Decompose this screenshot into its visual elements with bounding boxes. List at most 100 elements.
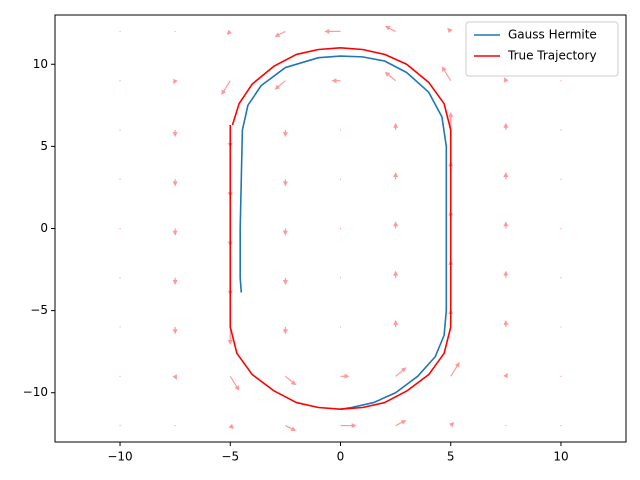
x-tick-label: 0 (337, 450, 345, 464)
quiver-arrow (560, 227, 562, 230)
quiver-head (448, 111, 454, 117)
quiver-head (449, 421, 455, 428)
quiver-dot (560, 326, 562, 328)
quiver-dot (560, 80, 562, 82)
quiver-dot (119, 178, 121, 180)
quiver-arrow (503, 172, 509, 180)
quiver-arrow (503, 270, 509, 278)
x-tick-label: 5 (447, 450, 455, 464)
quiver-head (393, 172, 399, 178)
quiver-arrow (173, 78, 178, 85)
quiver-shaft (229, 375, 239, 389)
quiver-dot (560, 424, 562, 427)
quiver-dot (560, 129, 562, 131)
quiver-head (503, 270, 509, 276)
quiver-arrow (282, 129, 288, 138)
quiver-dot (560, 178, 562, 180)
quiver-head (173, 78, 178, 85)
quiver-arrow (339, 277, 342, 279)
quiver-arrow (560, 178, 562, 180)
quiver-arrow (503, 319, 509, 328)
quiver-dot (119, 375, 121, 377)
legend-label: Gauss Hermite (508, 28, 597, 42)
quiver-arrow (119, 424, 121, 427)
quiver-arrow (560, 129, 562, 131)
quiver-arrow (503, 221, 509, 229)
quiver-dot (119, 326, 121, 328)
quiver-dot (339, 326, 342, 328)
quiver-arrow (384, 71, 396, 82)
y-tick-label: −5 (30, 303, 48, 317)
quiver-head (228, 423, 234, 430)
quiver-arrow (172, 228, 178, 236)
quiver-arrow (331, 78, 341, 84)
quiver-head (400, 420, 407, 425)
quiver-arrow (339, 178, 342, 180)
quiver-arrow (450, 361, 460, 377)
quiver-head (172, 181, 178, 187)
quiver-dot (560, 277, 562, 279)
quiver-arrow (503, 122, 509, 130)
y-tick-label: −10 (23, 385, 48, 399)
quiver-head (282, 132, 288, 138)
quiver-dot (339, 129, 342, 131)
quiver-arrow (339, 129, 342, 131)
quiver-arrow (505, 424, 507, 427)
quiver-head (282, 279, 288, 285)
x-tick-label: 10 (553, 450, 568, 464)
series-line (229, 47, 452, 410)
quiver-arrow (441, 66, 452, 82)
quiver-arrow (228, 423, 234, 430)
quiver-dot (119, 129, 121, 131)
quiver-arrow (221, 80, 231, 96)
quiver-head (172, 329, 178, 335)
quiver-dot (560, 227, 562, 230)
quiver-head (447, 27, 453, 34)
quiver-head (282, 329, 288, 335)
quiver-arrow (324, 28, 341, 34)
quiver-arrow (282, 327, 288, 335)
quiver-head (221, 89, 227, 96)
quiver-arrow (560, 326, 562, 328)
quiver-dot (505, 424, 507, 427)
quiver-arrow (285, 425, 297, 431)
quiver-dot (119, 80, 121, 82)
series-line (239, 55, 448, 410)
quiver-arrow (560, 424, 562, 427)
quiver-arrow (119, 30, 121, 33)
y-tick-label: 5 (40, 139, 48, 153)
quiver-head (172, 374, 177, 380)
quiver-arrow (119, 129, 121, 131)
quiver-arrow (172, 374, 177, 380)
quiver-arrow (560, 375, 562, 377)
quiver-dot (119, 277, 121, 279)
quiver-arrow (393, 221, 399, 229)
quiver-arrow (340, 373, 350, 379)
quiver-arrow (282, 179, 288, 187)
x-tick-label: −10 (107, 450, 132, 464)
y-tick-label: 10 (33, 57, 48, 71)
legend-label: True Trajectory (507, 49, 597, 63)
quiver-head (503, 372, 508, 379)
quiver-head (384, 26, 391, 31)
quiver-arrow (560, 80, 562, 82)
quiver-head (282, 230, 288, 236)
quiver-arrow (119, 375, 121, 377)
quiver-arrow (340, 423, 357, 429)
quiver-arrow (393, 122, 399, 130)
quiver-arrow (384, 26, 396, 32)
quiver-arrow (226, 29, 232, 36)
quiver-head (331, 78, 337, 84)
quiver-head (393, 270, 399, 276)
quiver-head (351, 423, 357, 429)
quiver-arrow (339, 227, 342, 230)
quiver-head (290, 380, 297, 386)
quiver-head (503, 172, 509, 178)
quiver-arrow (119, 178, 121, 180)
quiver-head (393, 221, 399, 227)
quiver-arrow (285, 375, 297, 386)
quiver-head (172, 279, 178, 285)
quiver-head (324, 28, 330, 34)
